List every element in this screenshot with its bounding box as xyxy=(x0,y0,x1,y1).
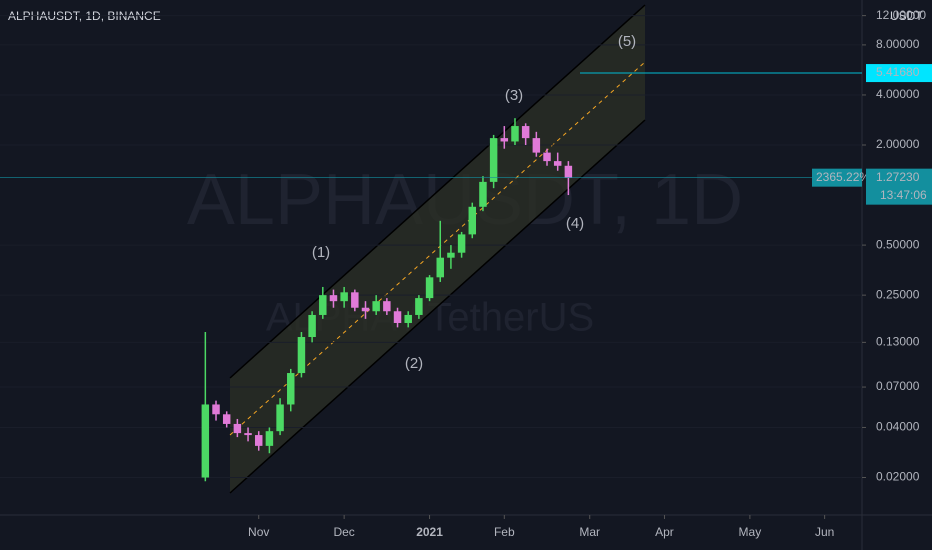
candle-body xyxy=(425,277,434,299)
wave-label: (1) xyxy=(312,244,330,261)
y-tick-label: 0.04000 xyxy=(876,420,920,434)
candle-body xyxy=(372,301,380,312)
wave-label: (3) xyxy=(505,87,523,104)
candle-body xyxy=(297,337,306,374)
candle-body xyxy=(532,138,541,153)
candle-body xyxy=(222,414,231,424)
candle-body xyxy=(287,373,295,405)
candle-body xyxy=(276,404,284,432)
candle-body xyxy=(404,314,412,323)
x-tick-label: Mar xyxy=(579,525,600,539)
candle-body xyxy=(447,252,455,258)
x-tick-label: Apr xyxy=(655,525,674,539)
candle-body xyxy=(201,404,210,478)
candle-body xyxy=(340,292,348,302)
candle-body xyxy=(543,152,551,162)
candle-body xyxy=(564,165,573,178)
target-label: 5.41680 xyxy=(876,65,920,79)
countdown-label: 13:47:06 xyxy=(880,188,927,202)
candle-body xyxy=(479,181,487,207)
candle-body xyxy=(500,138,509,142)
candle-body xyxy=(254,435,263,446)
x-tick-label: May xyxy=(739,525,762,539)
candle-body xyxy=(212,404,220,415)
channel-mid xyxy=(229,61,646,436)
y-tick-label: 0.25000 xyxy=(876,287,920,301)
candle-body xyxy=(553,161,562,166)
candle-body xyxy=(521,126,530,139)
unit-label: USDT xyxy=(890,9,923,23)
channel-fill xyxy=(230,5,645,493)
y-tick-label: 0.07000 xyxy=(876,379,920,393)
y-tick-label: 12.00000 xyxy=(876,8,926,22)
y-tick-label: 8.00000 xyxy=(876,37,920,51)
candle-body xyxy=(351,292,359,308)
candle-body xyxy=(383,301,391,312)
channel-lower xyxy=(229,119,646,494)
x-tick-label: Dec xyxy=(333,525,354,539)
candle-body xyxy=(511,126,519,142)
y-tick-label: 2.00000 xyxy=(876,137,920,151)
x-tick-label: Jun xyxy=(815,525,834,539)
candle-body xyxy=(361,307,370,312)
wave-label: (2) xyxy=(405,355,423,372)
candle-body xyxy=(415,298,423,315)
candle-body xyxy=(233,423,242,434)
chart-title: ALPHAUSDT, 1D, BINANCE xyxy=(8,9,161,23)
wave-label: (5) xyxy=(618,33,636,50)
candle-body xyxy=(489,138,498,182)
candle-body xyxy=(319,295,327,315)
y-tick-label: 4.00000 xyxy=(876,87,920,101)
y-tick-label: 0.13000 xyxy=(876,335,920,349)
change-tag xyxy=(812,168,862,187)
candle-body xyxy=(329,295,338,302)
x-tick-label: 2021 xyxy=(416,525,443,539)
candle-body xyxy=(308,314,316,338)
y-tick-label: 0.02000 xyxy=(876,470,920,484)
candle-body xyxy=(393,311,402,323)
candle-body xyxy=(468,206,477,235)
x-tick-label: Nov xyxy=(248,525,269,539)
channel-upper xyxy=(229,4,646,379)
x-tick-label: Feb xyxy=(494,525,515,539)
candle-body xyxy=(436,257,444,278)
y-tick-label: 0.50000 xyxy=(876,237,920,251)
candle-body xyxy=(265,431,274,446)
change-label: 2365.22% xyxy=(816,170,870,184)
candle-body xyxy=(457,234,466,253)
target-tag xyxy=(866,64,932,83)
wave-label: (4) xyxy=(566,215,584,232)
current-label: 1.27230 xyxy=(876,170,920,184)
current-tag xyxy=(866,168,932,205)
candle-body xyxy=(244,433,252,436)
